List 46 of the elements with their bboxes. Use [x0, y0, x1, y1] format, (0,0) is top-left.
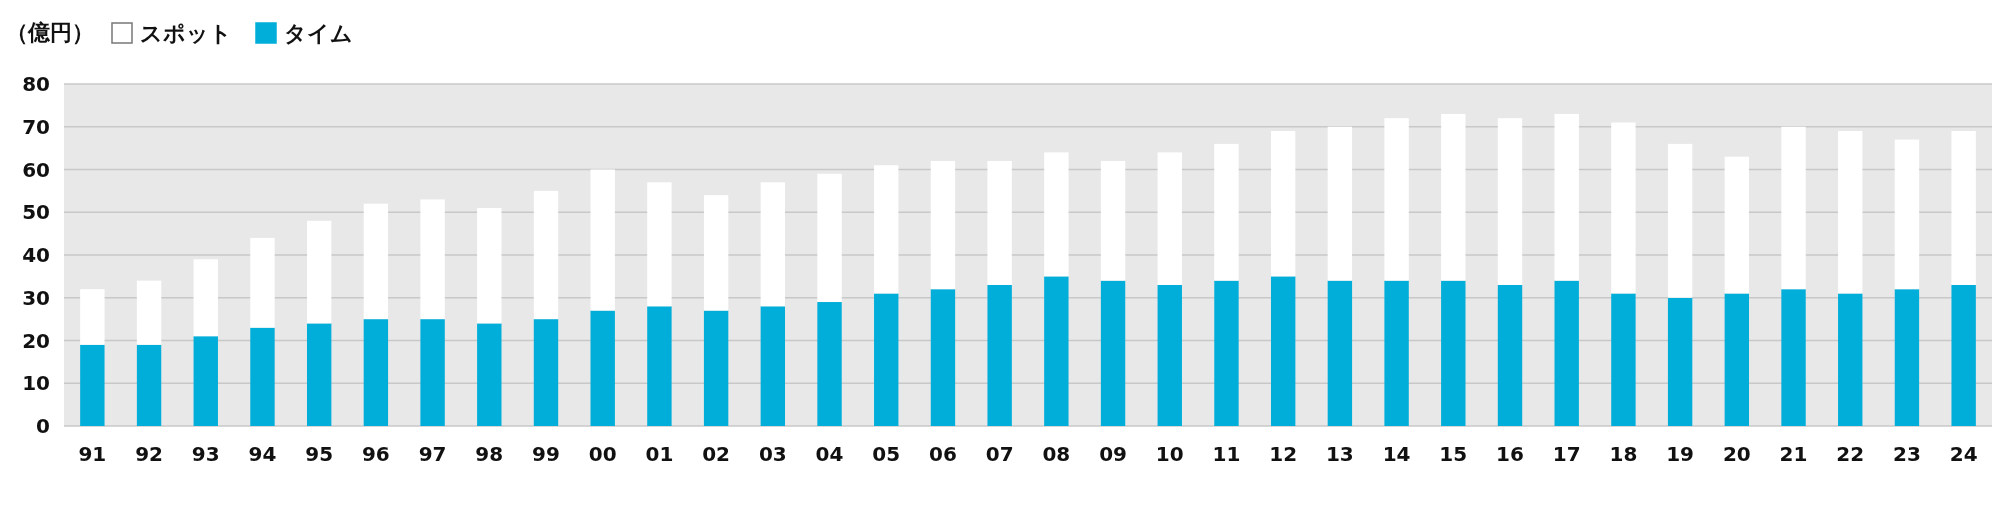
x-tick-label: 12	[1269, 442, 1298, 466]
x-tick-label: 13	[1325, 442, 1354, 466]
x-tick-label: 17	[1552, 442, 1581, 466]
x-tick-label: 99	[532, 442, 560, 466]
x-tick-label: 20	[1722, 442, 1751, 466]
y-tick-label: 40	[22, 243, 50, 267]
y-axis-title: （億円）	[6, 20, 94, 45]
x-tick-label: 11	[1212, 442, 1241, 466]
x-tick-label: 00	[588, 442, 617, 466]
y-tick-label: 0	[36, 414, 50, 438]
y-tick-label: 60	[22, 157, 50, 182]
x-tick-label: 06	[929, 442, 957, 466]
y-tick-label: 50	[22, 200, 50, 225]
x-tick-label: 10	[1155, 442, 1184, 466]
x-tick-label: 21	[1779, 442, 1808, 466]
x-tick-label: 16	[1496, 442, 1524, 466]
x-tick-label: 18	[1609, 442, 1638, 466]
x-tick-label: 01	[645, 442, 674, 466]
x-tick-label: 07	[985, 442, 1014, 466]
legend-label: スポット	[140, 21, 232, 46]
x-tick-label: 09	[1099, 442, 1127, 466]
x-tick-label: 94	[248, 442, 277, 466]
y-tick-label: 70	[22, 114, 50, 139]
x-tick-label: 93	[191, 442, 220, 466]
x-tick-label: 08	[1042, 442, 1071, 466]
x-tick-label: 22	[1836, 442, 1865, 466]
x-tick-label: 15	[1439, 442, 1468, 466]
x-tick-label: 24	[1949, 442, 1978, 466]
x-tick-label: 92	[135, 442, 163, 466]
x-tick-label: 02	[702, 442, 731, 466]
x-tick-label: 95	[305, 442, 334, 466]
y-tick-label: 30	[22, 285, 50, 310]
x-tick-label: 14	[1382, 442, 1411, 466]
x-tick-label: 98	[475, 442, 504, 466]
x-tick-label: 03	[758, 442, 787, 466]
legend-label: タイム	[284, 21, 353, 46]
x-tick-label: 91	[78, 442, 107, 466]
x-tick-label: 97	[418, 442, 447, 466]
x-tick-label: 04	[815, 442, 844, 466]
y-tick-label: 80	[22, 72, 50, 96]
y-tick-label: 20	[22, 328, 50, 353]
x-tick-label: 96	[361, 442, 390, 466]
y-tick-label: 10	[22, 371, 50, 396]
x-tick-label: 23	[1893, 442, 1921, 466]
x-tick-label: 05	[872, 442, 901, 466]
x-tick-label: 19	[1666, 442, 1695, 466]
